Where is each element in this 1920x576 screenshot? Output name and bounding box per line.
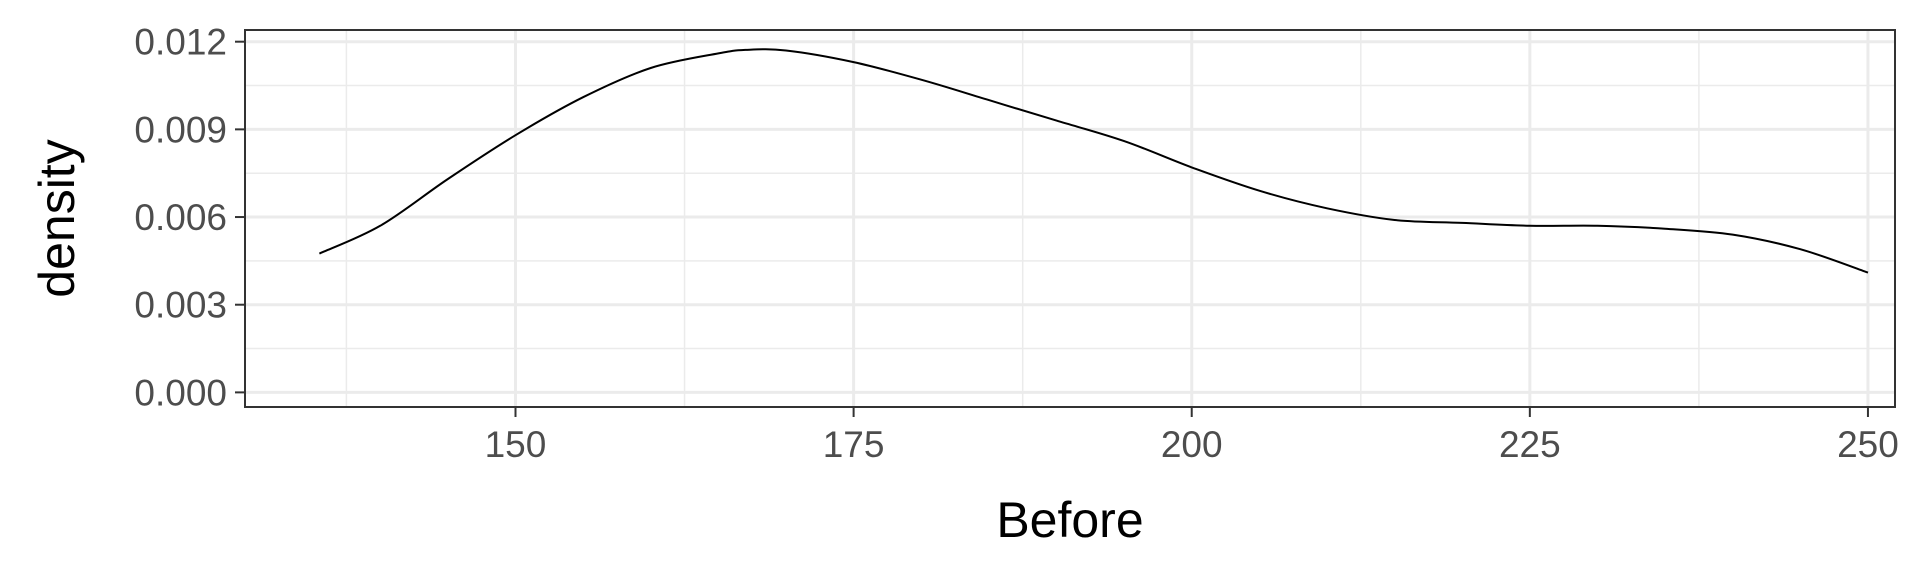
x-axis: 150 175 200 225 250 — [485, 407, 1899, 465]
x-tick-label: 225 — [1499, 424, 1561, 465]
y-tick-label: 0.009 — [134, 109, 227, 150]
x-tick-label: 250 — [1837, 424, 1899, 465]
x-tick-label: 200 — [1161, 424, 1223, 465]
y-tick-label: 0.003 — [134, 285, 227, 326]
y-axis: 0.000 0.003 0.006 0.009 0.012 — [134, 22, 245, 413]
major-gridlines — [245, 30, 1895, 407]
minor-gridlines — [245, 30, 1895, 407]
y-tick-label: 0.012 — [134, 22, 227, 63]
x-axis-title: Before — [996, 492, 1143, 548]
y-tick-label: 0.000 — [134, 372, 227, 413]
y-axis-title: density — [29, 139, 85, 297]
y-tick-label: 0.006 — [134, 197, 227, 238]
panel-border — [244, 29, 1896, 408]
x-tick-label: 150 — [485, 424, 547, 465]
density-line — [318, 48, 1869, 274]
x-tick-label: 175 — [823, 424, 885, 465]
